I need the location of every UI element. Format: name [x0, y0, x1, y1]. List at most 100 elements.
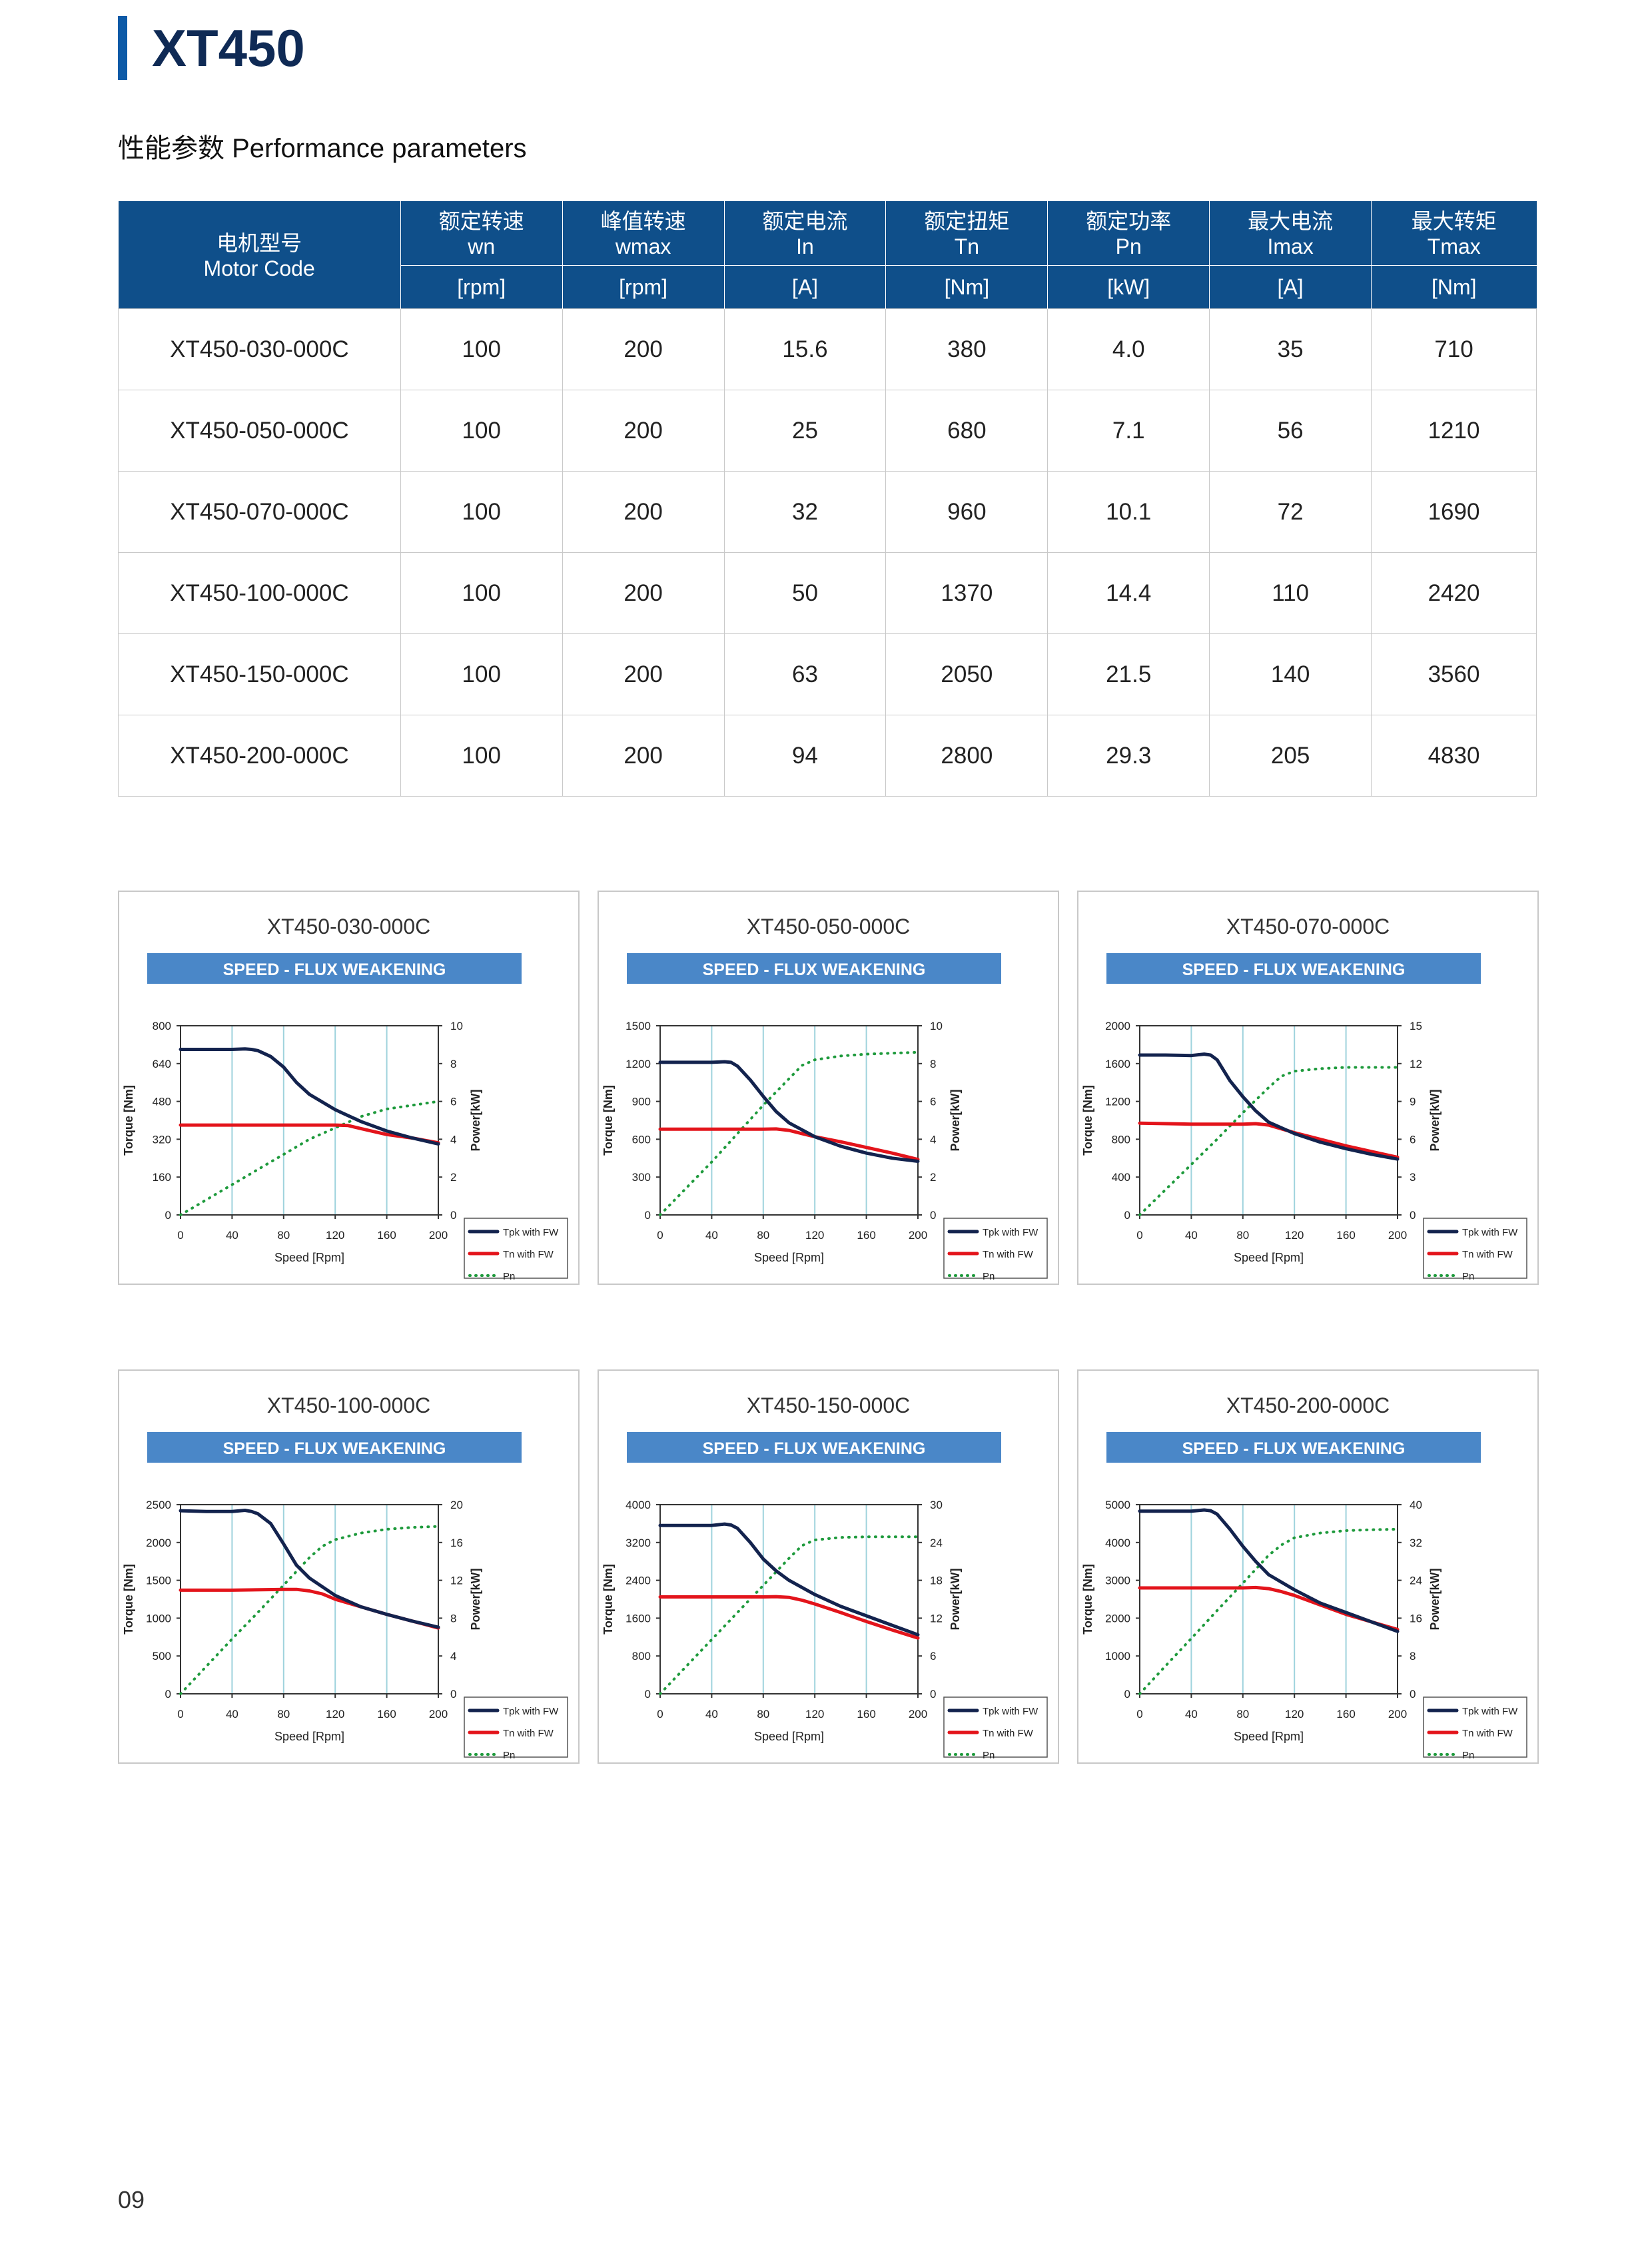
table-cell: 21.5 [1047, 633, 1210, 715]
header-symbol: Tn [954, 234, 980, 258]
y2-tick-label: 0 [1410, 1209, 1416, 1222]
y-tick-label: 400 [1112, 1171, 1130, 1184]
header-zh: 额定扭矩 [924, 209, 1010, 233]
y-tick-label: 800 [153, 1020, 171, 1032]
x-tick-label: 80 [277, 1708, 290, 1720]
x-tick-label: 80 [1236, 1708, 1249, 1720]
table-cell: 1210 [1371, 390, 1537, 472]
motor-code-cell: XT450-070-000C [118, 471, 401, 553]
performance-table: 电机型号 Motor Code 额定转速 wn 峰值转速 wmax 额定电流 In 额… [118, 201, 1537, 797]
chart-banner-label: SPEED - FLUX WEAKENING [703, 1439, 926, 1458]
header-motor-code-zh: 电机型号 [216, 230, 302, 255]
x-tick-label: 40 [705, 1708, 718, 1720]
y2-tick-label: 12 [930, 1612, 943, 1625]
legend-label: Pn [983, 1271, 995, 1282]
y-tick-label: 0 [645, 1209, 651, 1222]
legend-label: Tpk with FW [503, 1227, 559, 1238]
y2-tick-label: 6 [450, 1096, 456, 1108]
header-motor-code: 电机型号 Motor Code [118, 201, 401, 309]
y-tick-label: 1600 [625, 1612, 651, 1625]
y-tick-label: 320 [153, 1133, 171, 1146]
chart-banner-label: SPEED - FLUX WEAKENING [1182, 960, 1406, 979]
chart-banner-label: SPEED - FLUX WEAKENING [223, 1439, 446, 1458]
motor-code-cell: XT450-050-000C [118, 390, 401, 472]
table-units-row: [rpm] [rpm] [A] [Nm] [kW] [A] [Nm] [119, 265, 1537, 309]
table-cell: 32 [723, 471, 887, 553]
chart-panel: XT450-030-000C SPEED - FLUX WEAKENING 0 40 8… [118, 891, 580, 1285]
y2-axis-label: Power[kW] [1428, 1568, 1442, 1630]
header-unit: [Nm] [885, 265, 1048, 309]
y2-tick-label: 15 [1410, 1020, 1422, 1032]
y2-tick-label: 0 [450, 1688, 456, 1700]
x-tick-label: 40 [226, 1708, 238, 1720]
table-cell: 4830 [1371, 715, 1537, 797]
legend-label: Tpk with FW [503, 1706, 559, 1717]
table-cell: 710 [1371, 308, 1537, 390]
y2-tick-label: 6 [1410, 1133, 1416, 1146]
y-tick-label: 2400 [625, 1575, 651, 1587]
y-axis-label: Torque [Nm] [602, 1085, 615, 1156]
legend-label: Tpk with FW [1462, 1706, 1518, 1717]
header-column: 额定转速 wn [400, 201, 563, 266]
y-tick-label: 1200 [625, 1058, 651, 1070]
table-cell: 56 [1209, 390, 1372, 472]
series-line [658, 1060, 920, 1163]
y2-tick-label: 0 [930, 1688, 936, 1700]
y2-tick-label: 2 [930, 1171, 936, 1184]
table-cell: 200 [562, 390, 725, 472]
y-tick-label: 600 [632, 1133, 651, 1146]
legend-label: Tpk with FW [983, 1227, 1038, 1238]
legend-label: Pn [1462, 1750, 1474, 1761]
table-cell: 3560 [1371, 633, 1537, 715]
chart-svg: XT450-070-000C SPEED - FLUX WEAKENING 0 40 8… [1081, 915, 1527, 1282]
table-row: XT450-070-000C 100 200 32 960 10.1 72 16… [118, 471, 1537, 553]
legend-label: Pn [503, 1750, 515, 1761]
motor-code-cell: XT450-100-000C [118, 552, 401, 634]
x-tick-label: 80 [757, 1708, 769, 1720]
y-tick-label: 640 [153, 1058, 171, 1070]
legend-box [943, 1696, 1048, 1758]
table-cell: 14.4 [1047, 552, 1210, 634]
y2-tick-label: 9 [1410, 1096, 1416, 1108]
header-motor-code-en: Motor Code [203, 256, 315, 280]
y-tick-label: 1500 [625, 1020, 651, 1032]
y-tick-label: 1000 [1105, 1650, 1130, 1663]
y-tick-label: 480 [153, 1096, 171, 1108]
x-tick-label: 0 [1136, 1708, 1142, 1720]
table-cell: 680 [885, 390, 1048, 472]
chart-panel: XT450-150-000C SPEED - FLUX WEAKENING 0 40 8… [598, 1369, 1059, 1764]
table-cell: 100 [400, 552, 563, 634]
header-unit: [Nm] [1371, 265, 1537, 309]
legend-label: Tn with FW [983, 1249, 1034, 1260]
header-column: 额定扭矩 Tn [885, 201, 1048, 266]
table-cell: 200 [562, 471, 725, 553]
x-tick-label: 200 [429, 1708, 448, 1720]
header-column: 峰值转速 wmax [562, 201, 725, 266]
table-cell: 200 [562, 715, 725, 797]
series-line [179, 1587, 440, 1630]
legend-box [1423, 1696, 1527, 1758]
y-tick-label: 0 [1124, 1688, 1130, 1700]
legend-label: Tn with FW [983, 1728, 1034, 1739]
page-number: 09 [118, 2186, 145, 2213]
y2-tick-label: 16 [1410, 1612, 1422, 1625]
x-tick-label: 80 [1236, 1229, 1249, 1242]
motor-code-cell: XT450-150-000C [118, 633, 401, 715]
x-tick-label: 160 [857, 1229, 875, 1242]
series-line [658, 1127, 920, 1162]
x-tick-label: 40 [705, 1229, 718, 1242]
table-cell: 100 [400, 308, 563, 390]
table-row: XT450-030-000C 100 200 15.6 380 4.0 35 7… [118, 308, 1537, 390]
y-axis-label: Torque [Nm] [1081, 1564, 1094, 1635]
y-tick-label: 160 [153, 1171, 171, 1184]
chart-banner [147, 1432, 522, 1463]
table-cell: 4.0 [1047, 308, 1210, 390]
y2-tick-label: 10 [930, 1020, 943, 1032]
y-tick-label: 1000 [146, 1612, 171, 1625]
chart-title: XT450-200-000C [1226, 1393, 1390, 1417]
chart-banner [1106, 1432, 1481, 1463]
table-cell: 10.1 [1047, 471, 1210, 553]
chart-title: XT450-030-000C [267, 915, 430, 938]
header-symbol: Imax [1267, 234, 1314, 258]
legend-box [464, 1218, 568, 1279]
